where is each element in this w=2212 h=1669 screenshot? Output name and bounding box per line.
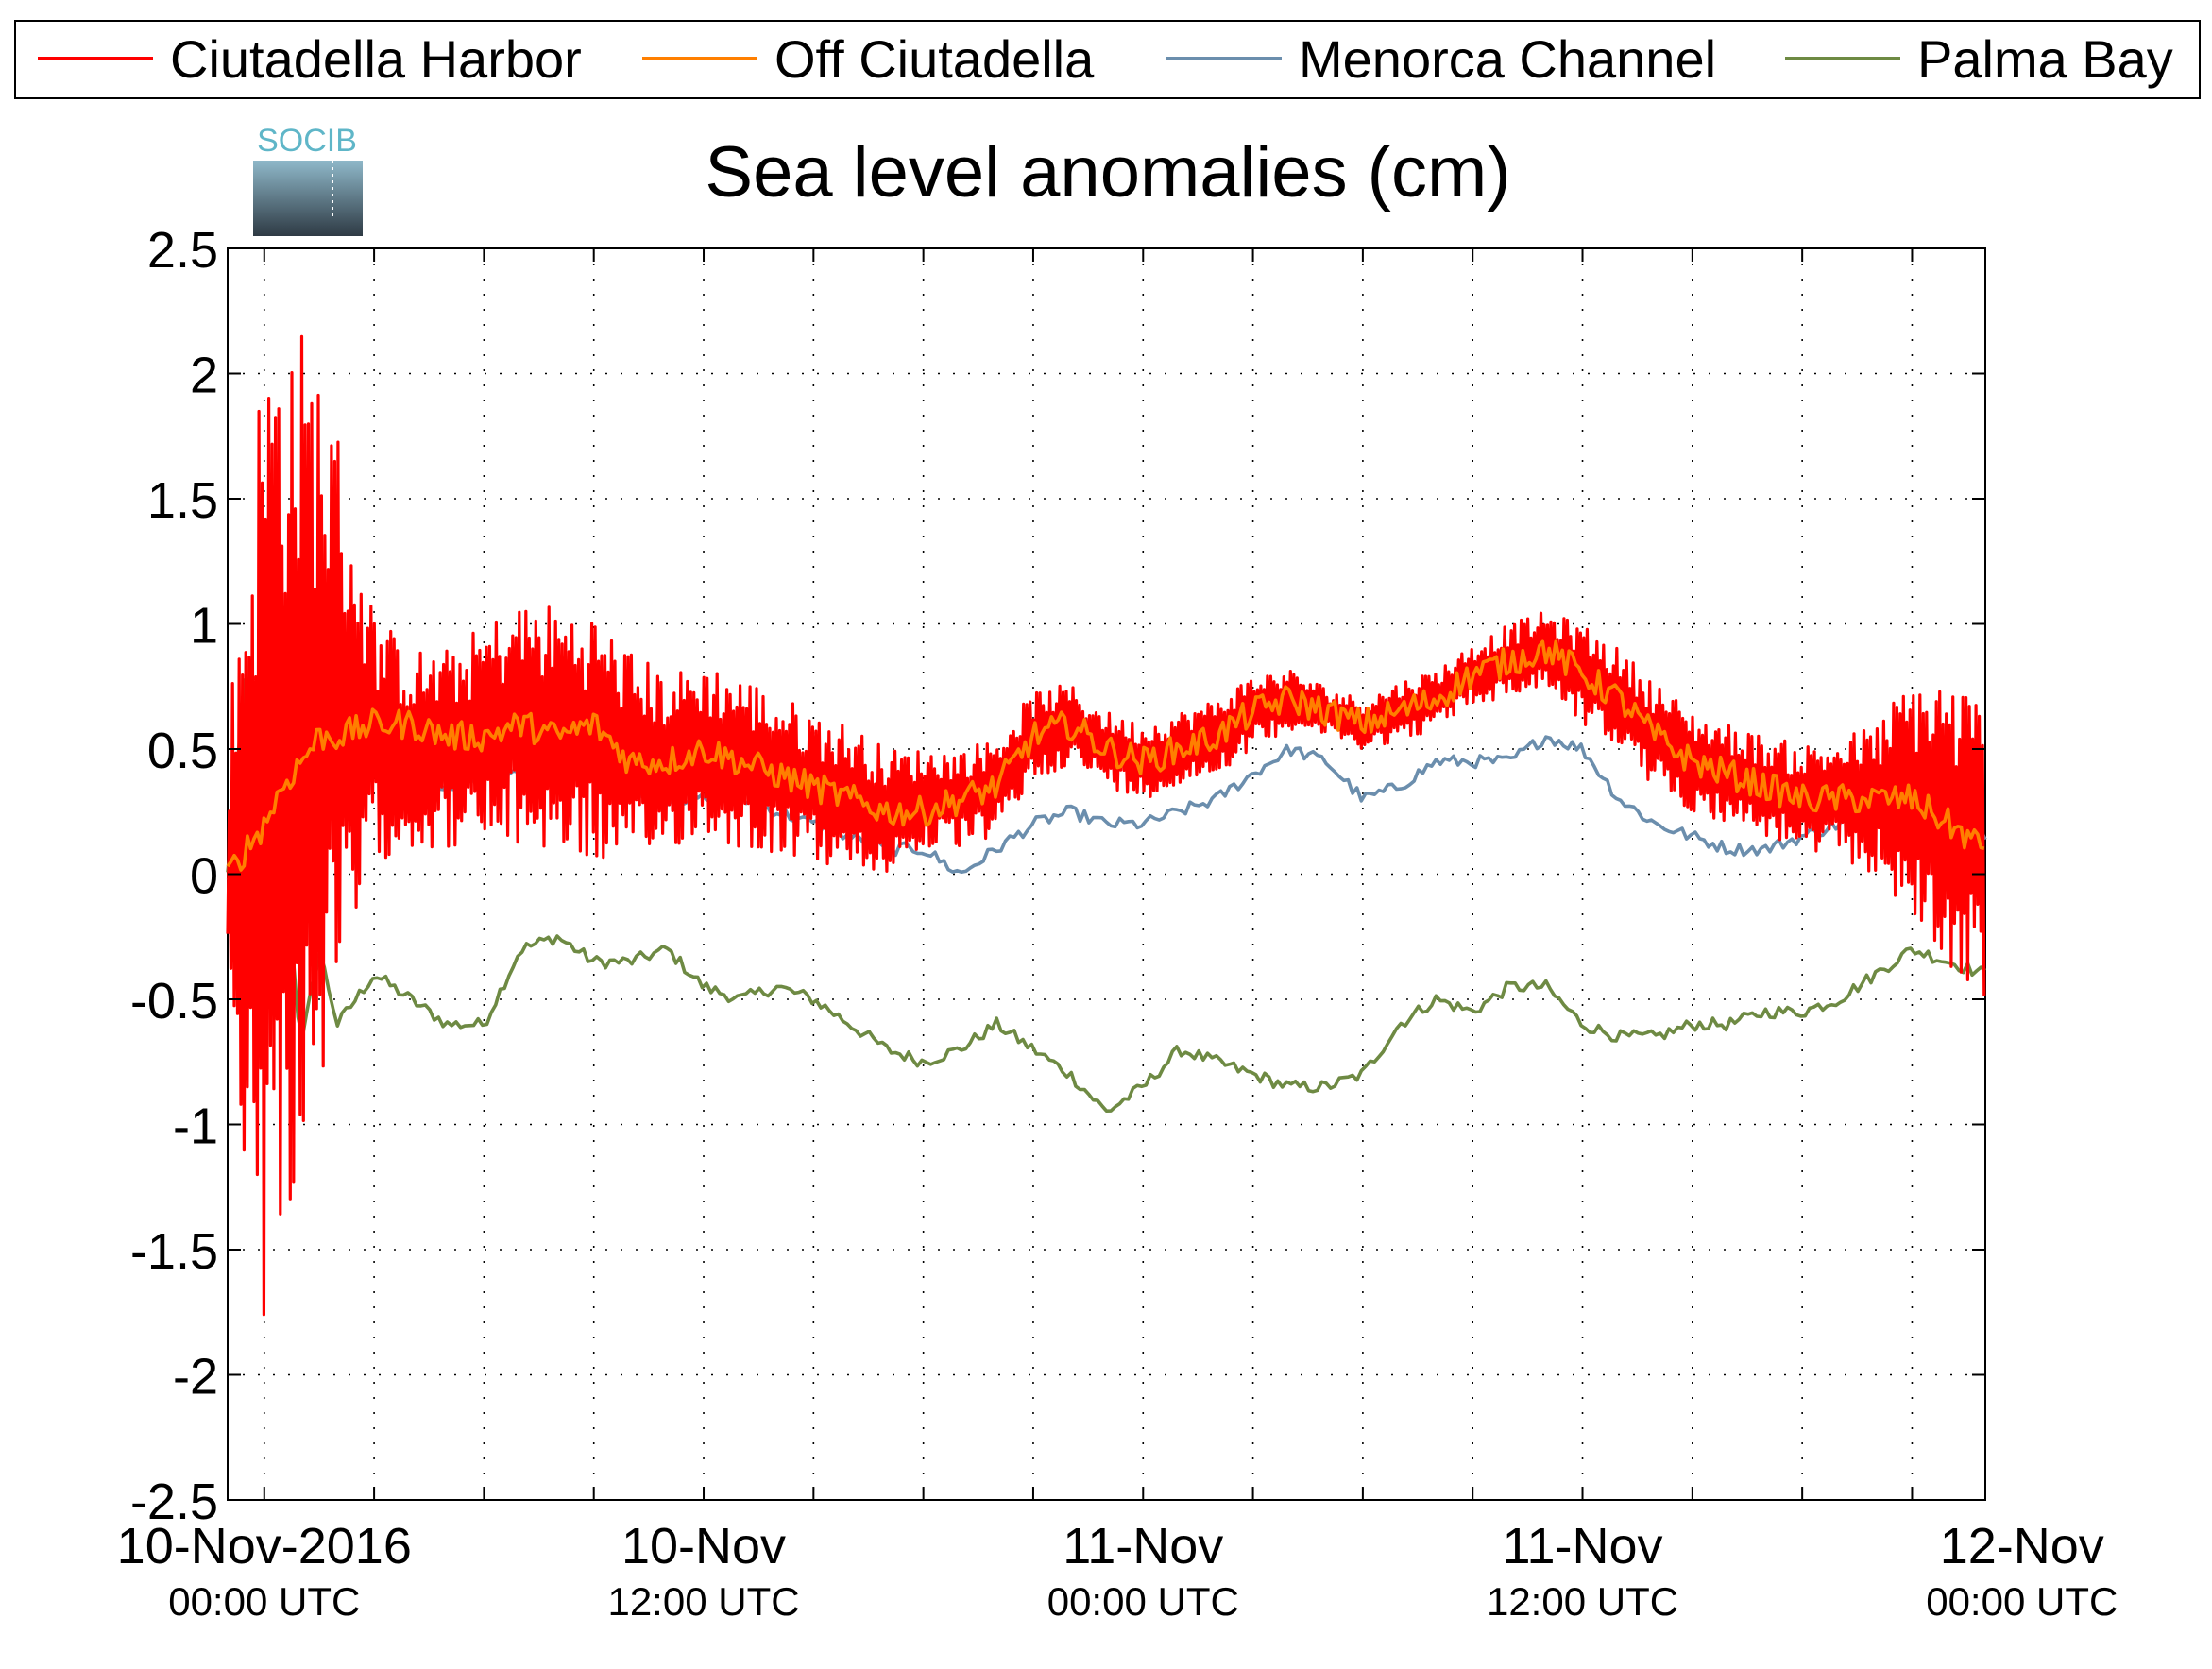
y-tick-label: 1.5 (147, 472, 218, 529)
y-tick-label: -2 (173, 1349, 218, 1405)
legend-label: Menorca Channel (1299, 29, 1716, 89)
x-tick-label-time: 12:00 UTC (1487, 1579, 1678, 1624)
x-tick-label-time: 12:00 UTC (607, 1579, 799, 1624)
logo-text: SOCIB (257, 123, 357, 159)
x-tick-label-date: 11-Nov (1502, 1518, 1662, 1575)
x-tick-label-time: 00:00 UTC (168, 1579, 360, 1624)
y-tick-label: -2.5 (130, 1473, 218, 1530)
plot-area (227, 247, 1986, 1501)
axes: -2.5-2-1.5-1-0.500.511.522.510-Nov-20160… (117, 222, 2118, 1624)
x-tick-label-date: 10-Nov (621, 1518, 786, 1575)
legend-label: Off Ciutadella (774, 29, 1095, 89)
y-tick-label: -1 (173, 1098, 218, 1155)
y-tick-label: 2 (190, 348, 218, 404)
x-tick-label-time: 00:00 UTC (1047, 1579, 1239, 1624)
y-tick-label: -1.5 (130, 1223, 218, 1280)
x-tick-label-date: 12-Nov (1940, 1518, 2104, 1575)
series-line-ciutadella-harbor (226, 334, 1986, 1317)
series-line-palma-bay (226, 677, 1987, 1113)
series-layer (226, 334, 1987, 1317)
legend-label: Palma Bay (1917, 29, 2173, 89)
y-tick-label: 0 (190, 848, 218, 905)
socib-logo: SOCIB (253, 123, 363, 236)
legend-label: Ciutadella Harbor (170, 29, 582, 89)
x-tick-label-date: 10-Nov-2016 (117, 1518, 412, 1575)
y-tick-label: 2.5 (147, 222, 218, 279)
y-tick-label: 0.5 (147, 723, 218, 779)
y-tick-label: 1 (190, 598, 218, 655)
chart-title: Sea level anomalies (cm) (705, 132, 1510, 213)
x-tick-label-date: 11-Nov (1063, 1518, 1223, 1575)
x-tick-label-time: 00:00 UTC (1926, 1579, 2118, 1624)
logo-image (253, 161, 363, 236)
series-line-off-ciutadella (226, 639, 1985, 872)
legend: Ciutadella Harbor Off Ciutadella Menorca C… (14, 20, 2201, 99)
y-tick-label: -0.5 (130, 973, 218, 1030)
